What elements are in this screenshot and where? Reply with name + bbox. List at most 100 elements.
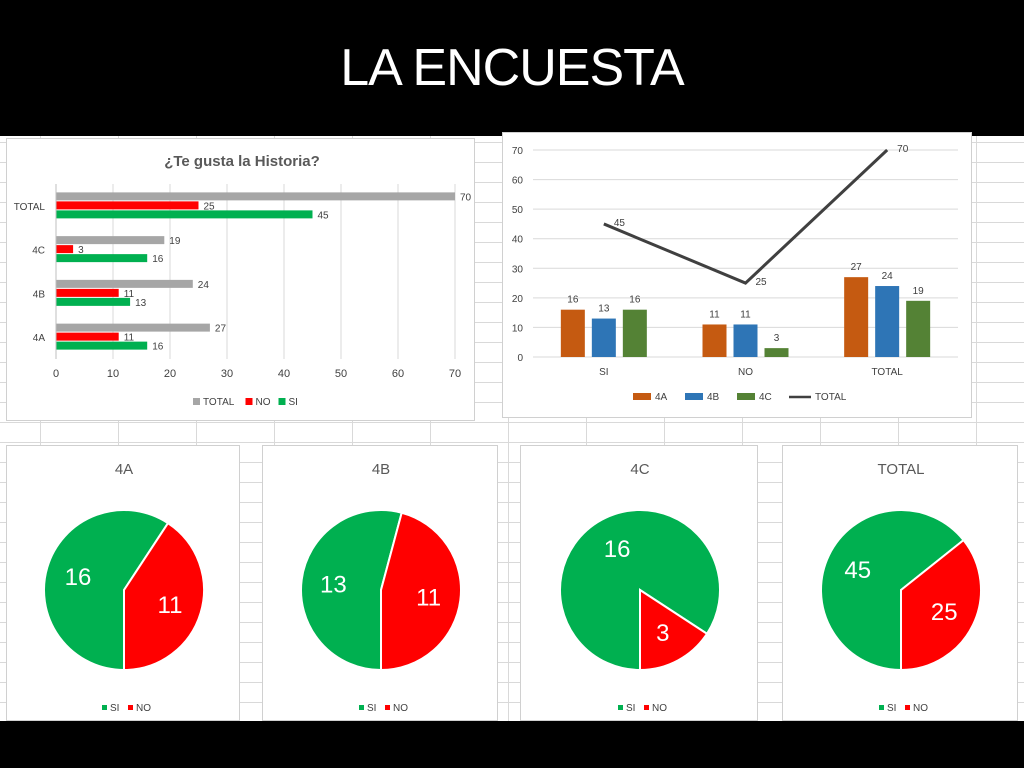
data-label: 27: [215, 324, 227, 335]
pie-title: TOTAL: [878, 461, 925, 478]
legend-swatch: [245, 398, 253, 405]
legend-swatch: [385, 705, 390, 710]
y-category-label: 4C: [32, 246, 45, 257]
pie-slice-no: [123, 521, 205, 672]
legend-swatch: [193, 398, 200, 405]
bar-total: [56, 192, 455, 201]
bar-total: [56, 279, 193, 288]
bar-no: [56, 201, 199, 210]
pie-slice-no: [900, 538, 982, 672]
pie-data-label: 11: [416, 584, 441, 611]
x-tick-label: 60: [392, 368, 404, 380]
data-label: 3: [774, 333, 780, 344]
y-tick-label: 10: [512, 323, 524, 334]
pie-data-label: 25: [931, 599, 958, 626]
bar-no: [56, 245, 74, 254]
y-tick-label: 50: [512, 205, 524, 216]
data-label: 11: [709, 309, 720, 320]
data-label: 16: [152, 254, 164, 265]
pie-slice-si: [300, 509, 403, 672]
legend-swatch: [633, 393, 651, 400]
hbar-chart-panel: ¿Te gusta la Historia? 0 10 20 30 40 50 60 70 4A 2…: [6, 138, 475, 421]
bar-4a: [844, 277, 869, 357]
pie-slice-no: [380, 511, 462, 672]
data-label: 70: [460, 192, 472, 203]
legend-swatch: [905, 705, 910, 710]
bar-si: [56, 341, 148, 350]
data-label: 24: [882, 271, 894, 282]
pie-data-label: 3: [656, 620, 669, 647]
x-category-label: SI: [599, 367, 608, 378]
bar-4a: [702, 324, 727, 357]
pie-slice-si: [43, 509, 170, 672]
legend-label: NO: [913, 703, 928, 714]
data-label: 11: [124, 333, 135, 344]
bar-4c: [906, 300, 931, 357]
y-category-label: TOTAL: [14, 202, 46, 213]
pie-chart-4a: 4A 16 11 SI NO: [43, 461, 205, 714]
spreadsheet-background: ¿Te gusta la Historia? 0 10 20 30 40 50 60 70 4A 2…: [0, 132, 1024, 721]
pie-chart-panel-4b: 4B 13 11 SI NO: [262, 445, 498, 721]
bar-4b: [733, 324, 758, 357]
legend-label: SI: [110, 703, 119, 714]
legend-swatch: [618, 705, 623, 710]
legend-label: 4A: [655, 392, 668, 403]
y-tick-label: 70: [512, 146, 524, 157]
legend-label: TOTAL: [203, 397, 235, 408]
legend-label: 4B: [707, 392, 720, 403]
legend-label: TOTAL: [815, 392, 847, 403]
pie-title: 4B: [372, 461, 390, 478]
pie-chart-total: TOTAL 45 25 SI NO: [820, 461, 982, 714]
legend-swatch: [685, 393, 703, 400]
pie-chart-4c: 4C 16 3 SI NO: [559, 461, 721, 714]
x-tick-label: 20: [164, 368, 176, 380]
legend-label: NO: [136, 703, 151, 714]
y-tick-label: 60: [512, 176, 524, 187]
x-tick-label: 50: [335, 368, 347, 380]
legend-label: SI: [367, 703, 376, 714]
legend-label: NO: [393, 703, 408, 714]
line-data-label: 45: [614, 218, 626, 229]
legend-label: SI: [626, 703, 635, 714]
pie-chart-panel-4c: 4C 16 3 SI NO: [520, 445, 758, 721]
legend-label: 4C: [759, 392, 772, 403]
data-label: 45: [318, 210, 330, 221]
bar-4a: [560, 309, 585, 357]
combo-chart: 0 10 20 30 40 50 60 70 SI 16 13 16 NO 11 11 3 TOTAL 27 24 1…: [512, 144, 958, 403]
bar-si: [56, 210, 313, 219]
hbar-chart: ¿Te gusta la Historia? 0 10 20 30 40 50 60 70 4A 2…: [14, 153, 472, 408]
x-tick-label: 0: [53, 368, 59, 380]
title-bar: LA ENCUESTA: [0, 0, 1024, 136]
bar-total: [56, 323, 210, 332]
x-category-label: TOTAL: [872, 367, 904, 378]
bar-4c: [764, 348, 789, 357]
data-label: 19: [913, 286, 925, 297]
data-label: 27: [851, 262, 863, 273]
line-data-label: 25: [756, 277, 768, 288]
pie-title: 4C: [630, 461, 649, 478]
data-label: 13: [135, 298, 147, 309]
legend-swatch: [359, 705, 364, 710]
pie-slice-si: [820, 509, 965, 672]
pie-slice-no: [639, 588, 709, 672]
data-label: 16: [152, 342, 164, 353]
y-tick-label: 20: [512, 294, 524, 305]
data-label: 3: [78, 245, 84, 256]
pie-data-label: 13: [320, 572, 347, 599]
legend-swatch: [128, 705, 133, 710]
line-data-label: 70: [897, 144, 909, 155]
line-series-total: [603, 148, 889, 285]
legend-label: SI: [887, 703, 896, 714]
pie-data-label: 16: [65, 564, 92, 591]
pie-chart-panel-total: TOTAL 45 25 SI NO: [782, 445, 1018, 721]
legend-swatch: [644, 705, 649, 710]
legend-swatch: [102, 705, 107, 710]
legend-label: SI: [289, 397, 298, 408]
data-label: 13: [598, 304, 610, 315]
x-tick-label: 10: [107, 368, 119, 380]
combo-chart-panel: 0 10 20 30 40 50 60 70 SI 16 13 16 NO 11 11 3 TOTAL 27 24 1…: [502, 132, 972, 418]
pie-title: 4A: [115, 461, 133, 478]
data-label: 16: [567, 295, 579, 306]
pie-chart-panel-4a: 4A 16 11 SI NO: [6, 445, 240, 721]
bar-no: [56, 288, 119, 297]
